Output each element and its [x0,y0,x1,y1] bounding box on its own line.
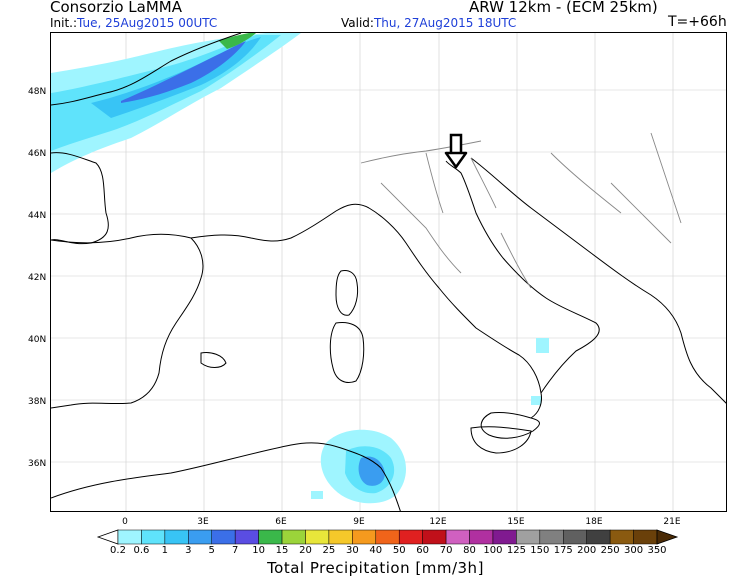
lon-label-0: 0 [122,517,128,527]
colorbar-level-label: 30 [345,545,359,556]
colorbar-level-label: 200 [577,545,597,556]
lat-label-38n: 38N [28,397,47,407]
colorbar-swatch [375,529,400,545]
colorbar-level-label: 100 [483,545,503,556]
colorbar-swatch [398,529,423,545]
lon-label-15e: 15E [507,517,525,527]
colorbar-level-label: 20 [299,545,312,556]
colorbar-level-label: 15 [275,545,289,556]
lon-label-3e: 3E [197,517,209,527]
colorbar-swatch [258,529,283,545]
precipitation-colorbar [96,529,679,545]
colorbar-swatch [117,529,142,545]
valid-label: Valid: [341,16,374,30]
colorbar-swatch [609,529,634,545]
colorbar-swatch [445,529,470,545]
colorbar-level-label: 175 [553,545,573,556]
colorbar-swatch [492,529,517,545]
colorbar-level-label: 0.6 [133,545,150,556]
colorbar-swatch [422,529,447,545]
colorbar-swatch [211,529,236,545]
forecast-step: T=+66h [668,14,727,30]
colorbar-level-label: 10 [252,545,265,556]
colorbar-level-label: 70 [439,545,453,556]
precip-area-tunisia [311,338,549,504]
colorbar-level-label: 60 [416,545,430,556]
colorbar-level-label: 50 [392,545,406,556]
colorbar-level-label: 80 [463,545,476,556]
colorbar-swatch [586,529,611,545]
lat-label-40n: 40N [28,335,47,345]
colorbar-level-label: 150 [530,545,550,556]
colorbar-swatch [234,529,259,545]
lon-label-12e: 12E [429,517,447,527]
colorbar-level-label: 125 [506,545,526,556]
colorbar-arrow-low [96,529,119,545]
colorbar-swatch [164,529,189,545]
init-label: Init.: [50,16,78,30]
colorbar-level-label: 250 [600,545,620,556]
colorbar-swatch [141,529,166,545]
borders [360,132,682,289]
colorbar-swatch [539,529,564,545]
colorbar-level-label: 1 [161,545,169,556]
coastlines [51,33,726,511]
precip-area-northwest [51,33,301,173]
lat-label-42n: 42N [28,273,47,283]
valid-value: Thu, 27Aug2015 18UTC [373,16,517,30]
colorbar-level-label: 300 [624,545,644,556]
lat-label-46n: 46N [28,149,47,159]
colorbar-level-label: 40 [369,545,383,556]
lon-label-21e: 21E [663,517,681,527]
model-title: ARW 12km - (ECM 25km) [469,0,658,16]
colorbar-swatch [352,529,377,545]
legend-title: Total Precipitation [mm/3h] [267,559,484,577]
init-time: Init.:Tue, 25Aug2015 00UTC [50,16,217,30]
precipitation-map [50,32,727,512]
colorbar-level-label: 5 [208,545,215,556]
colorbar-level-label: 7 [231,545,239,556]
colorbar-swatch [563,529,587,545]
colorbar-level-label: 0.2 [110,545,126,556]
colorbar-level-label: 25 [322,545,336,556]
colorbar-swatch [188,529,212,545]
lon-label-9e: 9E [353,517,365,527]
valid-time: Valid:Thu, 27Aug2015 18UTC [341,16,516,30]
lat-label-44n: 44N [28,211,47,221]
colorbar-swatch [516,529,541,545]
init-value: Tue, 25Aug2015 00UTC [77,16,218,30]
colorbar-swatch [469,529,494,545]
map-canvas [51,33,726,511]
lon-label-6e: 6E [275,517,287,527]
lat-label-36n: 36N [28,459,47,469]
lon-label-18e: 18E [585,517,603,527]
arrow-down-icon [444,133,468,169]
colorbar-swatch [281,529,306,545]
colorbar-level-label: 350 [647,545,667,556]
lat-label-48n: 48N [28,87,47,97]
colorbar-swatch [633,529,658,545]
colorbar-swatch [328,529,353,545]
colorbar-level-label: 3 [185,545,192,556]
colorbar-swatch [305,529,330,545]
colorbar-arrow-high [656,529,679,545]
org-title: Consorzio LaMMA [50,0,182,16]
